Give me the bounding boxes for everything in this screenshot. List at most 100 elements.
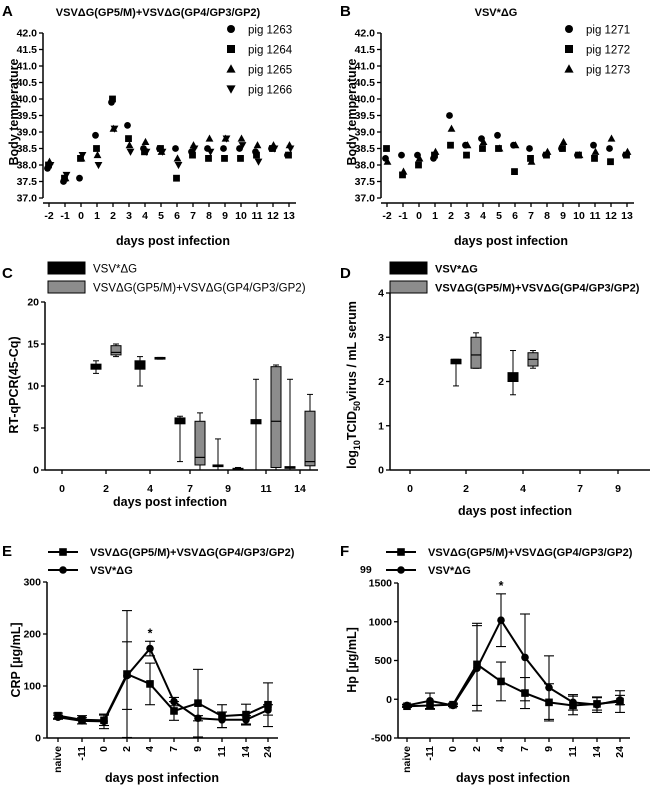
data-point-pig-1273 <box>543 147 552 155</box>
data-point-pig-1266 <box>78 152 87 160</box>
panel-B-y-tick-label: 38.5 <box>355 143 376 155</box>
chart-title: VSVΔG(GP5/M)+VSVΔG(GP4/GP3/GP2) <box>56 7 261 19</box>
legend-label: VSVΔG(GP5/M)+VSVΔG(GP4/GP3/GP2) <box>428 547 633 559</box>
data-point-pig-1271 <box>494 131 501 139</box>
data-point-pig-1272 <box>623 151 630 159</box>
data-point-pig-1264 <box>253 151 260 159</box>
data-point-pig-1266 <box>46 161 55 170</box>
panel-D-y-tick-label: 0 <box>378 465 384 477</box>
data-point-pig-1264 <box>285 151 292 159</box>
data-point-pig-1273 <box>591 147 600 155</box>
x-tick-label: 4 <box>144 746 156 752</box>
x-tick-label: 8 <box>544 210 550 222</box>
data-point-combo <box>170 707 178 715</box>
panel-label-E: E <box>2 543 12 560</box>
x-tick-label: 0 <box>416 210 422 222</box>
x-tick-label: 4 <box>142 210 148 222</box>
data-point-pig-1265 <box>173 154 182 162</box>
data-point-vsv <box>403 701 411 710</box>
legend-marker <box>397 566 405 574</box>
panel-label-D: D <box>340 265 351 282</box>
y-axis-label: RT-qPCR(45-Cq) <box>7 336 21 433</box>
data-point-vsv <box>123 671 131 680</box>
x-tick-label: 9 <box>543 746 555 752</box>
data-point-vsv <box>78 717 86 725</box>
x-tick-label: 10 <box>573 210 585 222</box>
legend-marker <box>226 85 236 94</box>
data-point-pig-1264 <box>173 174 180 182</box>
panel-F-y-tick-label: 0 <box>386 694 392 706</box>
data-point-vsv <box>100 717 108 726</box>
x-tick-label: 24 <box>614 746 626 758</box>
legend-marker <box>565 45 573 53</box>
box-vsv-day-4 <box>134 360 146 370</box>
box-combo-day-2 <box>470 336 482 369</box>
legend-label: VSVΔG(GP5/M)+VSVΔG(GP4/GP3/GP2) <box>90 547 295 559</box>
legend-marker <box>564 64 574 73</box>
data-point-vsv <box>426 697 434 705</box>
data-point-pig-1272 <box>383 145 390 152</box>
data-point-pig-1271 <box>606 145 613 152</box>
x-axis-label: days post infection <box>454 234 568 248</box>
legend-marker <box>226 64 236 73</box>
x-tick-label: 13 <box>621 210 633 222</box>
data-point-pig-1264 <box>237 155 244 162</box>
legend-marker <box>227 45 235 53</box>
legend-swatch <box>47 280 86 294</box>
legend-label: VSV*ΔG <box>428 565 471 577</box>
data-point-pig-1264 <box>189 151 196 159</box>
panel-B-y-tick-label: 39.5 <box>355 110 376 122</box>
panel-B-y-tick-label: 42.0 <box>355 28 376 40</box>
series-line-vsv <box>57 646 269 723</box>
panel-A-y-tick-label: 38.0 <box>17 160 38 172</box>
data-point-pig-1272 <box>447 141 454 149</box>
data-point-vsv <box>569 698 577 707</box>
data-point-vsv <box>194 714 202 723</box>
data-point-pig-1266 <box>158 148 167 156</box>
legend-label: pig 1263 <box>248 25 292 37</box>
x-tick-label: 1 <box>432 210 438 222</box>
x-tick-label: -2 <box>44 210 53 222</box>
x-tick-label: 0 <box>98 746 110 752</box>
panel-label-C: C <box>2 265 13 282</box>
data-point-pig-1263 <box>172 145 179 152</box>
legend-marker <box>59 548 67 556</box>
data-point-pig-1265 <box>125 141 134 149</box>
y-axis-label: CRP [µg/mL] <box>9 622 23 697</box>
panel-label-F: F <box>340 543 349 560</box>
panel-C-y-tick-label: 5 <box>33 423 39 435</box>
x-tick-label: -1 <box>398 210 407 222</box>
x-tick-label: naive <box>401 746 413 773</box>
x-tick-label: 11 <box>260 483 271 495</box>
panel-B-y-tick-label: 39.0 <box>355 127 376 139</box>
legend-label: VSV*ΔG <box>93 264 137 276</box>
x-axis-label: days post infection <box>116 234 230 248</box>
data-point-pig-1272 <box>399 171 406 179</box>
x-tick-label: 11 <box>589 210 600 222</box>
panel-D-y-tick-label: 1 <box>378 420 384 432</box>
data-point-pig-1273 <box>447 124 456 132</box>
legend-label: VSVΔG(GP5/M)+VSVΔG(GP4/GP3/GP2) <box>435 283 640 295</box>
legend-swatch <box>389 261 428 275</box>
y-axis-label-part: 10 <box>352 440 362 450</box>
panel-A-y-tick-label: 40.0 <box>17 94 38 106</box>
data-point-pig-1273 <box>479 137 488 145</box>
panel-F-y-tick-label: 1000 <box>369 616 393 628</box>
x-axis-label: days post infection <box>105 771 219 785</box>
data-point-pig-1264 <box>221 155 228 162</box>
panel-A-y-tick-label: 38.5 <box>17 143 38 155</box>
panel-F-y-tick-label: -500 <box>371 733 392 745</box>
panel-C-y-tick-label: 0 <box>33 465 39 477</box>
x-tick-label: 0 <box>59 483 65 495</box>
x-tick-label: 13 <box>283 210 295 222</box>
data-point-pig-1273 <box>575 151 584 159</box>
data-point-pig-1265 <box>77 154 86 162</box>
x-tick-label: 4 <box>520 483 526 495</box>
data-point-pig-1266 <box>190 145 199 153</box>
data-point-vsv <box>146 644 154 653</box>
x-tick-label: 2 <box>110 210 116 222</box>
data-point-vsv <box>264 706 272 714</box>
x-tick-label: 5 <box>496 210 502 222</box>
data-point-vsv <box>616 696 624 704</box>
